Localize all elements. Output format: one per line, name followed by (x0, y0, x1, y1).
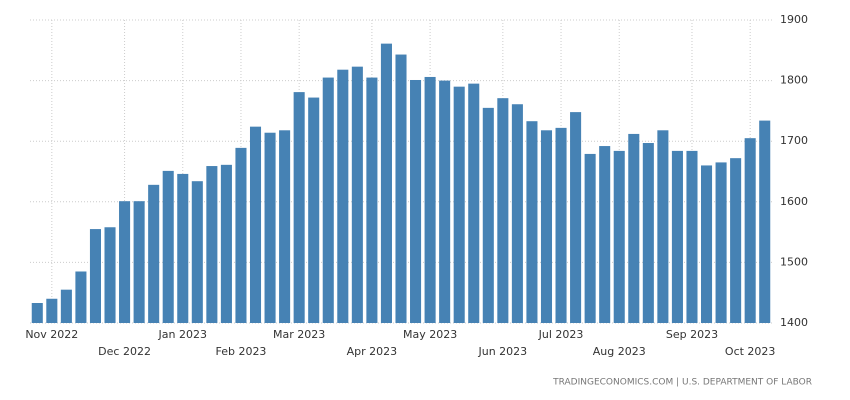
bar (482, 107, 494, 324)
bar (570, 112, 582, 323)
x-tick-label: May 2023 (403, 328, 457, 341)
bar (177, 173, 189, 323)
bar (439, 80, 451, 323)
bar (191, 181, 203, 323)
bar (337, 69, 349, 323)
bar (31, 303, 43, 323)
bar (584, 153, 596, 323)
bar (395, 54, 407, 324)
bar (249, 126, 262, 323)
bar (293, 92, 305, 323)
x-tick-label: Jan 2023 (158, 328, 207, 341)
bar (497, 98, 509, 323)
bar (730, 158, 742, 323)
bar (642, 143, 654, 323)
bar (671, 150, 683, 323)
bar (759, 120, 771, 323)
bar (613, 150, 625, 323)
x-tick-label: Mar 2023 (273, 328, 325, 341)
bar (701, 165, 713, 323)
bar (628, 133, 640, 323)
bar (715, 162, 727, 323)
bar (104, 227, 116, 323)
bar (206, 166, 218, 323)
bar (220, 164, 232, 323)
bar (599, 146, 611, 323)
bar (279, 130, 291, 323)
bar (555, 127, 567, 323)
bar (540, 130, 553, 323)
bar (511, 104, 523, 323)
bar (162, 170, 174, 323)
y-tick-label: 1700 (780, 134, 808, 147)
bar (75, 271, 87, 323)
bar (119, 201, 131, 323)
bar (366, 77, 378, 323)
bar (410, 79, 422, 323)
bar (657, 130, 669, 323)
y-tick-label: 1400 (780, 316, 808, 329)
bar (60, 289, 72, 323)
bar (453, 86, 465, 323)
bar (424, 76, 436, 324)
x-tick-label: Dec 2022 (98, 345, 151, 358)
bar (46, 298, 58, 323)
y-tick-label: 1800 (780, 74, 808, 87)
bar (380, 43, 392, 323)
y-tick-label: 1900 (780, 13, 808, 26)
bar (264, 132, 276, 323)
x-tick-label: Apr 2023 (347, 345, 398, 358)
x-tick-label: Feb 2023 (215, 345, 266, 358)
bar (351, 66, 363, 324)
x-tick-label: Jul 2023 (538, 328, 584, 341)
bar (322, 77, 334, 323)
bar (744, 138, 756, 323)
bar (133, 201, 145, 323)
x-tick-label: Jun 2023 (477, 345, 527, 358)
x-tick-label: Nov 2022 (25, 328, 78, 341)
x-tick-label: Sep 2023 (666, 328, 718, 341)
source: TRADINGECONOMICS.COM | U.S. DEPARTMENT O… (552, 378, 812, 388)
x-tick-label: Aug 2023 (593, 345, 646, 358)
y-tick-label: 1600 (780, 195, 808, 208)
bar (468, 83, 480, 323)
bar (235, 147, 247, 323)
y-tick-label: 1500 (780, 255, 808, 268)
bar (686, 150, 698, 323)
bar (148, 184, 160, 323)
x-tick-label: Oct 2023 (725, 345, 776, 358)
bar (526, 121, 538, 324)
bar (308, 97, 320, 324)
bar (89, 229, 101, 323)
